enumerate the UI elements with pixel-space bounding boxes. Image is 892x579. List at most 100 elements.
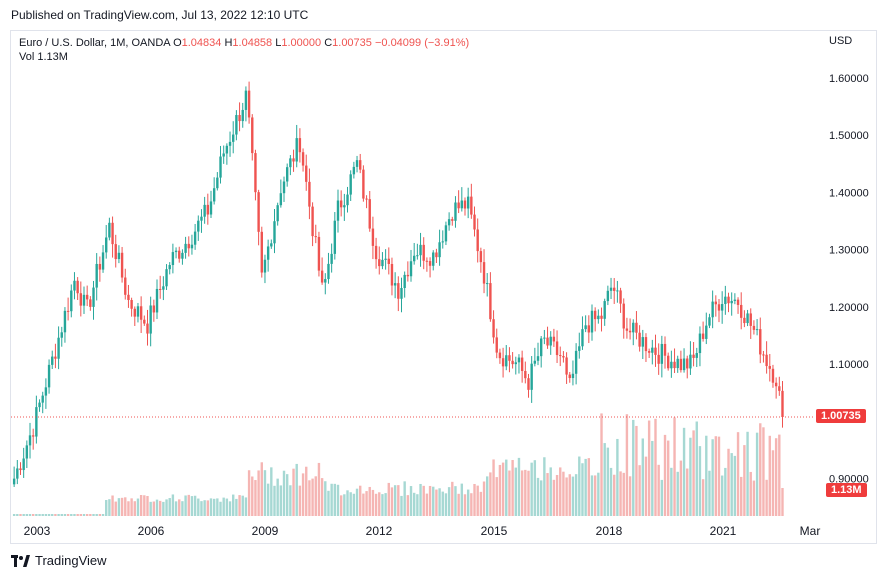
- volume-bar: [416, 494, 419, 516]
- volume-bar: [130, 498, 133, 516]
- volume-bars: [12, 413, 784, 516]
- volume-bar: [308, 480, 311, 516]
- volume-bar: [54, 514, 57, 516]
- volume-bar: [232, 494, 235, 516]
- candle-body: [578, 346, 581, 351]
- footer-brand[interactable]: TradingView: [11, 553, 107, 568]
- volume-bar: [593, 475, 597, 516]
- volume-bar: [193, 495, 197, 516]
- candle-body: [25, 445, 29, 459]
- volume-bar: [187, 494, 190, 516]
- high-value: 1.04858: [232, 37, 273, 49]
- candle-body: [444, 225, 448, 242]
- volume-value: 1.13M: [37, 51, 68, 63]
- candle-body: [209, 201, 213, 215]
- volume-bar: [568, 474, 571, 516]
- candle-body: [155, 288, 159, 313]
- candle-body: [457, 202, 460, 209]
- volume-bar: [571, 476, 575, 516]
- currency-label: USD: [829, 35, 853, 47]
- volume-bar: [31, 514, 35, 516]
- candle-body: [438, 242, 441, 258]
- candle-body: [266, 246, 270, 260]
- volume-bar: [301, 473, 305, 516]
- volume-bar: [254, 480, 257, 516]
- candle-body: [689, 354, 692, 369]
- high-label: H: [224, 37, 233, 49]
- volume-bar: [463, 494, 467, 516]
- candle-body: [212, 188, 216, 202]
- candle-body: [308, 181, 311, 207]
- candle-body: [387, 258, 390, 264]
- volume-bar: [584, 458, 587, 516]
- candle-body: [419, 244, 422, 256]
- legend: Euro / U.S. Dollar, 1M, OANDA O1.04834 H…: [19, 35, 469, 51]
- candle-body: [133, 308, 136, 317]
- candle-body: [146, 323, 149, 334]
- candle-body: [651, 347, 654, 353]
- candle-body: [552, 336, 556, 342]
- candle-body: [460, 200, 464, 209]
- candle-body: [584, 325, 587, 330]
- candle-body: [47, 364, 51, 388]
- candle-body: [428, 261, 432, 266]
- candle-body: [320, 270, 324, 283]
- candle-body: [241, 109, 244, 122]
- volume-bar: [517, 457, 521, 516]
- volume-bar: [489, 472, 492, 516]
- candle-body: [228, 141, 232, 146]
- candle-body: [511, 360, 514, 365]
- volume-bar: [711, 439, 714, 516]
- volume-bar: [89, 514, 92, 516]
- candle-body: [54, 356, 57, 359]
- candle-body: [565, 357, 568, 375]
- volume-bar: [495, 477, 498, 516]
- volume-bar: [578, 456, 581, 516]
- candle-body: [463, 200, 467, 209]
- candle-body: [187, 243, 190, 249]
- volume-bar: [686, 468, 689, 516]
- volume-bar: [263, 470, 267, 516]
- volume-bar: [755, 432, 759, 516]
- candle-body: [333, 220, 337, 254]
- candle-body: [701, 333, 705, 339]
- volume-bar: [105, 500, 108, 516]
- candle-body: [251, 117, 254, 154]
- candle-body: [768, 366, 771, 369]
- volume-bar: [76, 514, 79, 516]
- volume-bar: [406, 495, 410, 516]
- volume-bar: [714, 436, 718, 516]
- candle-body: [235, 115, 238, 135]
- candle-body: [279, 193, 283, 206]
- candle-body: [473, 214, 476, 230]
- volume-bar: [778, 434, 781, 516]
- candle-body: [57, 337, 60, 359]
- candle-body: [206, 204, 210, 215]
- volume-bar: [730, 453, 733, 516]
- y-tick-label: 1.30000: [829, 245, 869, 257]
- last-volume-tag: 1.13M: [826, 483, 867, 497]
- candle-body: [181, 252, 184, 259]
- x-tick-label: 2012: [366, 524, 393, 538]
- volume-bar: [120, 497, 124, 516]
- volume-bar: [546, 473, 549, 516]
- volume-bar: [746, 431, 749, 516]
- volume-legend: Vol 1.13M: [19, 51, 68, 63]
- volume-bar: [108, 499, 111, 516]
- candle-body: [301, 152, 305, 166]
- volume-bar: [765, 479, 768, 516]
- volume-bar: [381, 494, 384, 516]
- volume-bar: [460, 483, 464, 516]
- volume-bar: [511, 460, 514, 516]
- volume-bar: [133, 501, 136, 516]
- candle-body: [412, 255, 416, 262]
- candle-body: [492, 319, 495, 338]
- volume-bar: [533, 460, 537, 516]
- volume-bar: [295, 463, 298, 516]
- chart-frame[interactable]: [10, 30, 877, 544]
- candle-body: [285, 167, 289, 182]
- candle-body: [346, 194, 349, 206]
- volume-bar: [16, 514, 19, 516]
- volume-bar: [632, 419, 635, 516]
